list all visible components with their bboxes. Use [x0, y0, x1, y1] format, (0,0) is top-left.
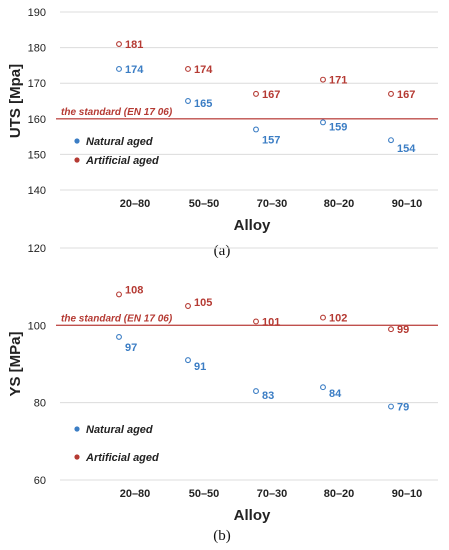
legend-entry: Artificial aged [85, 155, 159, 167]
data-label: 174 [125, 64, 144, 76]
data-point [185, 357, 191, 364]
data-label: 101 [262, 316, 280, 328]
data-point [388, 90, 394, 97]
data-label: 83 [262, 390, 274, 402]
data-label: 165 [194, 98, 212, 110]
data-label: 97 [125, 342, 137, 354]
y-tick-label: 140 [28, 185, 46, 197]
data-point [320, 76, 326, 83]
data-label: 167 [262, 89, 280, 101]
data-point [116, 333, 122, 340]
data-point [253, 318, 259, 325]
x-tick-label: 50–50 [189, 488, 220, 500]
x-tick-label: 70–30 [257, 488, 288, 500]
legend-marker [74, 426, 80, 432]
x-tick-label: 80–20 [324, 488, 355, 500]
y-tick-label: 170 [28, 78, 46, 90]
x-axis-title: Alloy [234, 507, 271, 524]
data-label: 108 [125, 284, 143, 296]
y-axis-title: UTS [Mpa] [7, 64, 24, 138]
data-point [388, 403, 394, 410]
data-point [185, 66, 191, 72]
data-point [253, 388, 259, 395]
y-tick-label: 80 [34, 398, 46, 410]
y-tick-label: 60 [34, 475, 46, 487]
data-point [320, 384, 326, 391]
data-point [185, 303, 191, 309]
y-tick-label: 160 [28, 114, 46, 126]
panel-label: (a) [214, 243, 231, 259]
x-tick-label: 20–80 [120, 488, 151, 500]
data-label: 171 [329, 75, 347, 87]
legend-marker [74, 157, 80, 163]
data-point [253, 90, 259, 97]
data-point [320, 314, 326, 321]
data-label: 79 [397, 402, 409, 414]
x-tick-label: 90–10 [392, 198, 423, 210]
x-tick-label: 20–80 [120, 198, 151, 210]
standard-reference-label: the standard (EN 17 06) [61, 313, 173, 324]
data-label: 157 [262, 134, 280, 146]
data-label: 174 [194, 64, 213, 76]
y-tick-label: 190 [28, 7, 46, 19]
y-tick-label: 150 [28, 149, 46, 161]
legend-entry: Natural aged [86, 424, 153, 436]
y-tick-label: 120 [28, 243, 46, 255]
standard-reference-label: the standard (EN 17 06) [61, 107, 173, 118]
data-label: 102 [329, 313, 347, 325]
data-label: 181 [125, 39, 143, 51]
data-label: 91 [194, 361, 206, 373]
x-tick-label: 70–30 [257, 198, 288, 210]
y-tick-label: 100 [28, 320, 46, 332]
data-point [116, 66, 122, 72]
data-label: 105 [194, 297, 212, 309]
data-point [116, 41, 122, 47]
data-label: 154 [397, 143, 416, 155]
legend-entry: Natural aged [86, 136, 153, 148]
data-point [116, 291, 122, 298]
legend-entry: Artificial aged [85, 452, 159, 464]
x-axis-title: Alloy [234, 217, 271, 234]
panel-label: (b) [213, 528, 231, 544]
data-point [253, 126, 259, 133]
x-tick-label: 50–50 [189, 198, 220, 210]
x-tick-label: 80–20 [324, 198, 355, 210]
y-axis-title: YS [MPa] [7, 331, 24, 396]
data-point [388, 326, 394, 333]
legend-marker [74, 138, 80, 144]
data-label: 84 [329, 388, 342, 400]
data-label: 167 [397, 89, 415, 101]
legend-marker [74, 454, 80, 460]
data-label: 99 [397, 324, 409, 336]
y-tick-label: 180 [28, 43, 46, 55]
data-point [388, 137, 394, 144]
data-point [320, 119, 326, 126]
x-tick-label: 90–10 [392, 488, 423, 500]
data-point [185, 98, 191, 104]
data-label: 159 [329, 121, 347, 133]
